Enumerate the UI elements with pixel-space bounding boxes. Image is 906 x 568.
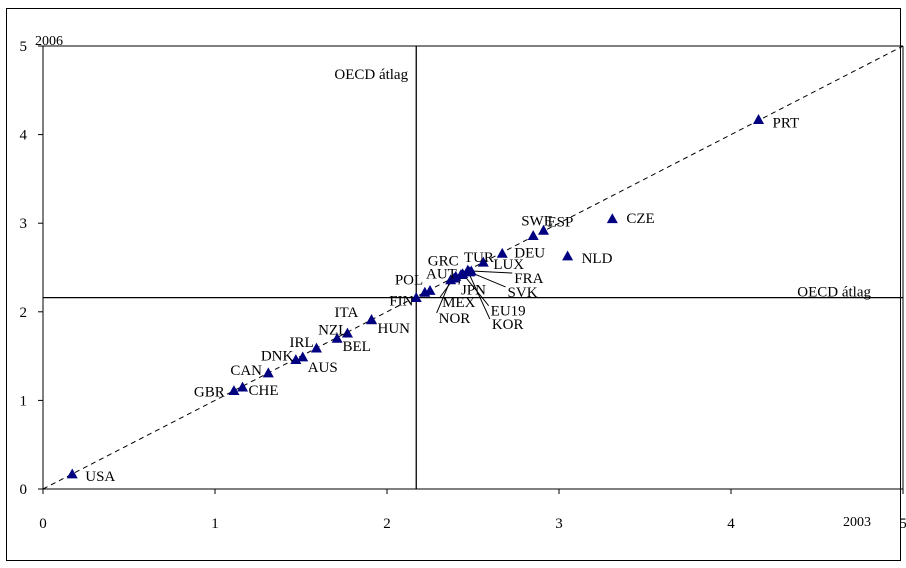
point-label: NOR: [439, 311, 471, 327]
point-label: LUX: [493, 257, 524, 273]
x-tick-label: 5: [899, 516, 906, 532]
data-point-marker: [66, 468, 78, 479]
point-label: DNK: [261, 349, 294, 365]
point-label: FIN: [389, 294, 413, 310]
data-point-marker: [424, 285, 436, 295]
data-point-marker: [310, 342, 322, 353]
point-label: PRT: [773, 116, 800, 132]
point-label: MEX: [442, 295, 476, 311]
chart-frame: [6, 8, 901, 561]
data-point-marker: [477, 256, 489, 267]
axes: [42, 45, 904, 490]
point-label: GRC: [428, 253, 459, 269]
y-tick-label: 1: [20, 393, 28, 409]
data-point-marker: [527, 230, 539, 241]
x-tick-label: 2: [383, 516, 391, 532]
x-tick-label: 1: [211, 516, 219, 532]
point-label: CZE: [626, 211, 654, 227]
point-label: NLD: [582, 251, 613, 267]
oecd-average-horizontal-label: OECD átlag: [797, 285, 871, 301]
x-tick-label: 4: [727, 516, 735, 532]
y-tick-label: 4: [20, 128, 28, 144]
data-point-marker: [366, 314, 378, 325]
point-label: IRL: [289, 335, 313, 351]
point-label: DEU: [514, 245, 545, 261]
data-points: [66, 114, 765, 479]
point-label: EU19: [491, 304, 526, 320]
point-label: FRA: [514, 271, 543, 287]
data-point-marker: [341, 327, 353, 338]
point-label: ESP: [548, 214, 574, 230]
data-point-marker: [562, 250, 574, 261]
point-label: CAN: [230, 363, 262, 379]
data-point-marker: [410, 292, 422, 303]
oecd-average-vertical-label: OECD átlag: [334, 67, 408, 83]
data-point-marker: [538, 224, 550, 235]
y-tick-label: 3: [20, 216, 28, 232]
point-label: BEL: [342, 339, 370, 355]
x-tick-label: 0: [39, 516, 47, 532]
label-leader-line: [462, 273, 490, 307]
point-label: CHE: [249, 383, 279, 399]
data-point-marker: [290, 354, 302, 365]
data-point-marker: [297, 351, 309, 362]
data-point-marker: [262, 367, 274, 378]
y-tick-label: 5: [20, 39, 28, 55]
y-tick-label: 0: [20, 482, 28, 498]
point-label: AUT: [426, 267, 457, 283]
y-axis-title: 2006: [35, 34, 63, 49]
label-leader-line: [467, 270, 491, 320]
point-label: GBR: [194, 385, 225, 401]
data-point-marker: [237, 381, 249, 392]
point-label: HUN: [378, 321, 411, 337]
x-axis-title: 2003: [843, 515, 871, 530]
point-label: AUS: [308, 360, 338, 376]
data-point-marker: [228, 385, 240, 396]
data-point-marker: [753, 114, 765, 124]
diagonal-reference-line: [42, 45, 904, 490]
point-label: POL: [395, 272, 423, 288]
data-point-marker: [331, 332, 343, 343]
data-point-marker: [606, 213, 618, 224]
x-tick-label: 3: [555, 516, 563, 532]
point-label: SVK: [508, 285, 538, 301]
point-label: JPN: [461, 283, 486, 299]
x-ticks: 0 1 2 3 4 5: [39, 489, 906, 532]
label-leader-line: [471, 270, 513, 274]
y-tick-label: 2: [20, 305, 28, 321]
point-label: NZL: [318, 322, 347, 338]
data-point-marker: [496, 247, 508, 258]
point-label: TUR: [464, 250, 494, 266]
point-label: ITA: [335, 305, 359, 321]
point-label: SWE: [521, 214, 553, 230]
y-ticks: 0 1 2 3 4 5: [20, 39, 43, 498]
point-label: KOR: [492, 317, 524, 333]
data-point-marker: [465, 265, 477, 276]
point-label: USA: [85, 469, 115, 485]
